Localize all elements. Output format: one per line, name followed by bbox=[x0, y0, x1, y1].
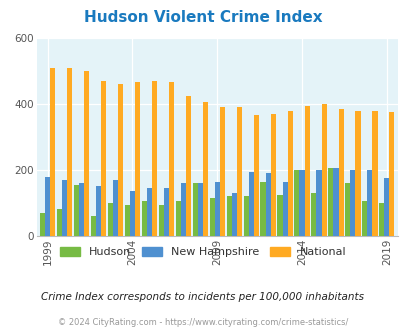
Bar bbox=[180, 183, 185, 236]
Bar bbox=[185, 96, 190, 236]
Bar bbox=[158, 205, 163, 236]
Bar bbox=[118, 84, 123, 236]
Bar bbox=[151, 81, 157, 236]
Bar bbox=[130, 191, 134, 236]
Bar bbox=[147, 188, 151, 236]
Bar bbox=[192, 183, 197, 236]
Bar bbox=[74, 185, 79, 236]
Bar bbox=[219, 107, 224, 236]
Bar bbox=[333, 168, 338, 236]
Bar bbox=[371, 111, 377, 236]
Bar bbox=[197, 183, 202, 236]
Bar bbox=[253, 115, 258, 236]
Bar bbox=[270, 114, 275, 236]
Bar bbox=[287, 111, 292, 236]
Bar bbox=[113, 180, 118, 236]
Bar bbox=[243, 196, 248, 236]
Bar bbox=[107, 203, 113, 236]
Bar bbox=[388, 112, 394, 236]
Bar bbox=[45, 177, 50, 236]
Bar bbox=[175, 201, 180, 236]
Bar bbox=[84, 71, 89, 236]
Bar bbox=[141, 201, 147, 236]
Bar bbox=[214, 182, 219, 236]
Bar bbox=[304, 106, 309, 236]
Bar bbox=[344, 183, 350, 236]
Bar bbox=[277, 195, 282, 236]
Bar bbox=[260, 182, 265, 236]
Bar bbox=[226, 196, 231, 236]
Bar bbox=[101, 81, 106, 236]
Bar bbox=[96, 186, 101, 236]
Bar bbox=[248, 172, 253, 236]
Bar bbox=[124, 205, 130, 236]
Bar bbox=[134, 82, 140, 236]
Bar bbox=[294, 170, 299, 236]
Bar bbox=[40, 213, 45, 236]
Bar bbox=[202, 102, 207, 236]
Bar bbox=[91, 216, 96, 236]
Bar bbox=[299, 170, 304, 236]
Bar bbox=[282, 182, 287, 236]
Bar bbox=[231, 193, 236, 236]
Bar bbox=[168, 82, 173, 236]
Bar bbox=[62, 180, 67, 236]
Bar bbox=[378, 203, 384, 236]
Bar bbox=[321, 104, 326, 236]
Bar bbox=[384, 178, 388, 236]
Legend: Hudson, New Hampshire, National: Hudson, New Hampshire, National bbox=[55, 242, 350, 262]
Bar bbox=[67, 68, 72, 236]
Bar bbox=[338, 109, 343, 236]
Bar bbox=[265, 173, 270, 236]
Bar bbox=[79, 183, 84, 236]
Text: Crime Index corresponds to incidents per 100,000 inhabitants: Crime Index corresponds to incidents per… bbox=[41, 292, 364, 302]
Text: © 2024 CityRating.com - https://www.cityrating.com/crime-statistics/: © 2024 CityRating.com - https://www.city… bbox=[58, 318, 347, 327]
Bar bbox=[328, 168, 333, 236]
Bar bbox=[163, 188, 168, 236]
Bar bbox=[367, 170, 371, 236]
Bar bbox=[236, 107, 241, 236]
Text: Hudson Violent Crime Index: Hudson Violent Crime Index bbox=[83, 10, 322, 25]
Bar bbox=[50, 68, 55, 236]
Bar bbox=[311, 193, 315, 236]
Bar bbox=[57, 209, 62, 236]
Bar bbox=[315, 170, 321, 236]
Bar bbox=[350, 170, 355, 236]
Bar bbox=[209, 198, 214, 236]
Bar bbox=[361, 201, 367, 236]
Bar bbox=[355, 111, 360, 236]
